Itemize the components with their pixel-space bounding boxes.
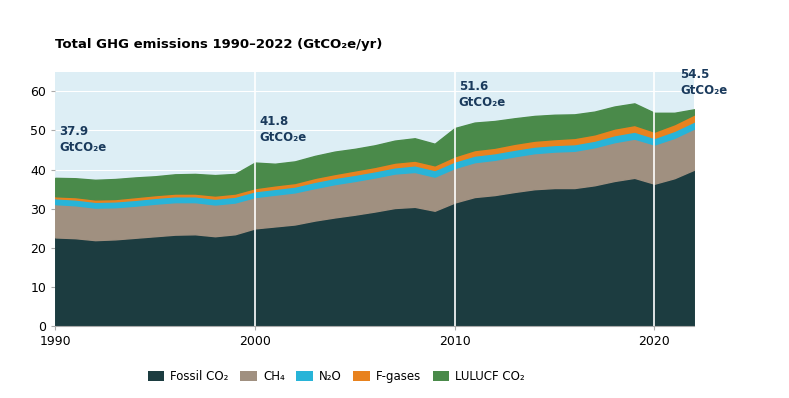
Text: Total GHG emissions 1990–2022 (GtCO₂e/yr): Total GHG emissions 1990–2022 (GtCO₂e/yr…	[55, 38, 383, 51]
Text: 37.9
GtCO₂e: 37.9 GtCO₂e	[59, 125, 107, 154]
Text: 41.8
GtCO₂e: 41.8 GtCO₂e	[259, 115, 306, 144]
Legend: Fossil CO₂, CH₄, N₂O, F-gases, LULUCF CO₂: Fossil CO₂, CH₄, N₂O, F-gases, LULUCF CO…	[143, 365, 529, 388]
Text: 54.5
GtCO₂e: 54.5 GtCO₂e	[680, 68, 727, 97]
Text: 51.6
GtCO₂e: 51.6 GtCO₂e	[458, 80, 506, 109]
